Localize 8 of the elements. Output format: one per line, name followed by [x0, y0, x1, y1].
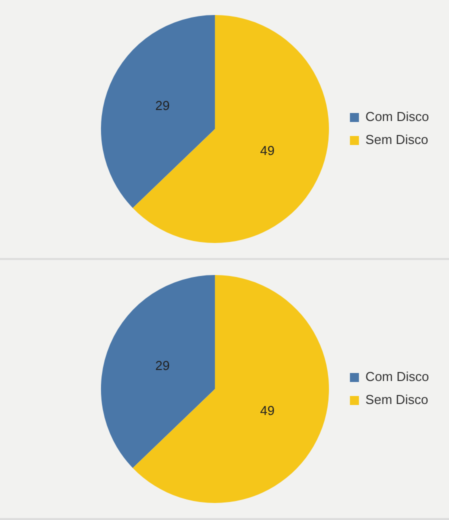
legend-label: Sem Disco: [365, 132, 428, 148]
data-label: 49: [260, 142, 275, 158]
legend-label: Com Disco: [365, 109, 430, 124]
data-label: 49: [260, 402, 275, 418]
data-label: 29: [155, 98, 170, 114]
legend-label: Sem Disco: [365, 392, 428, 408]
data-label: 29: [155, 358, 170, 374]
legend-label: Com Disco: [365, 369, 430, 384]
